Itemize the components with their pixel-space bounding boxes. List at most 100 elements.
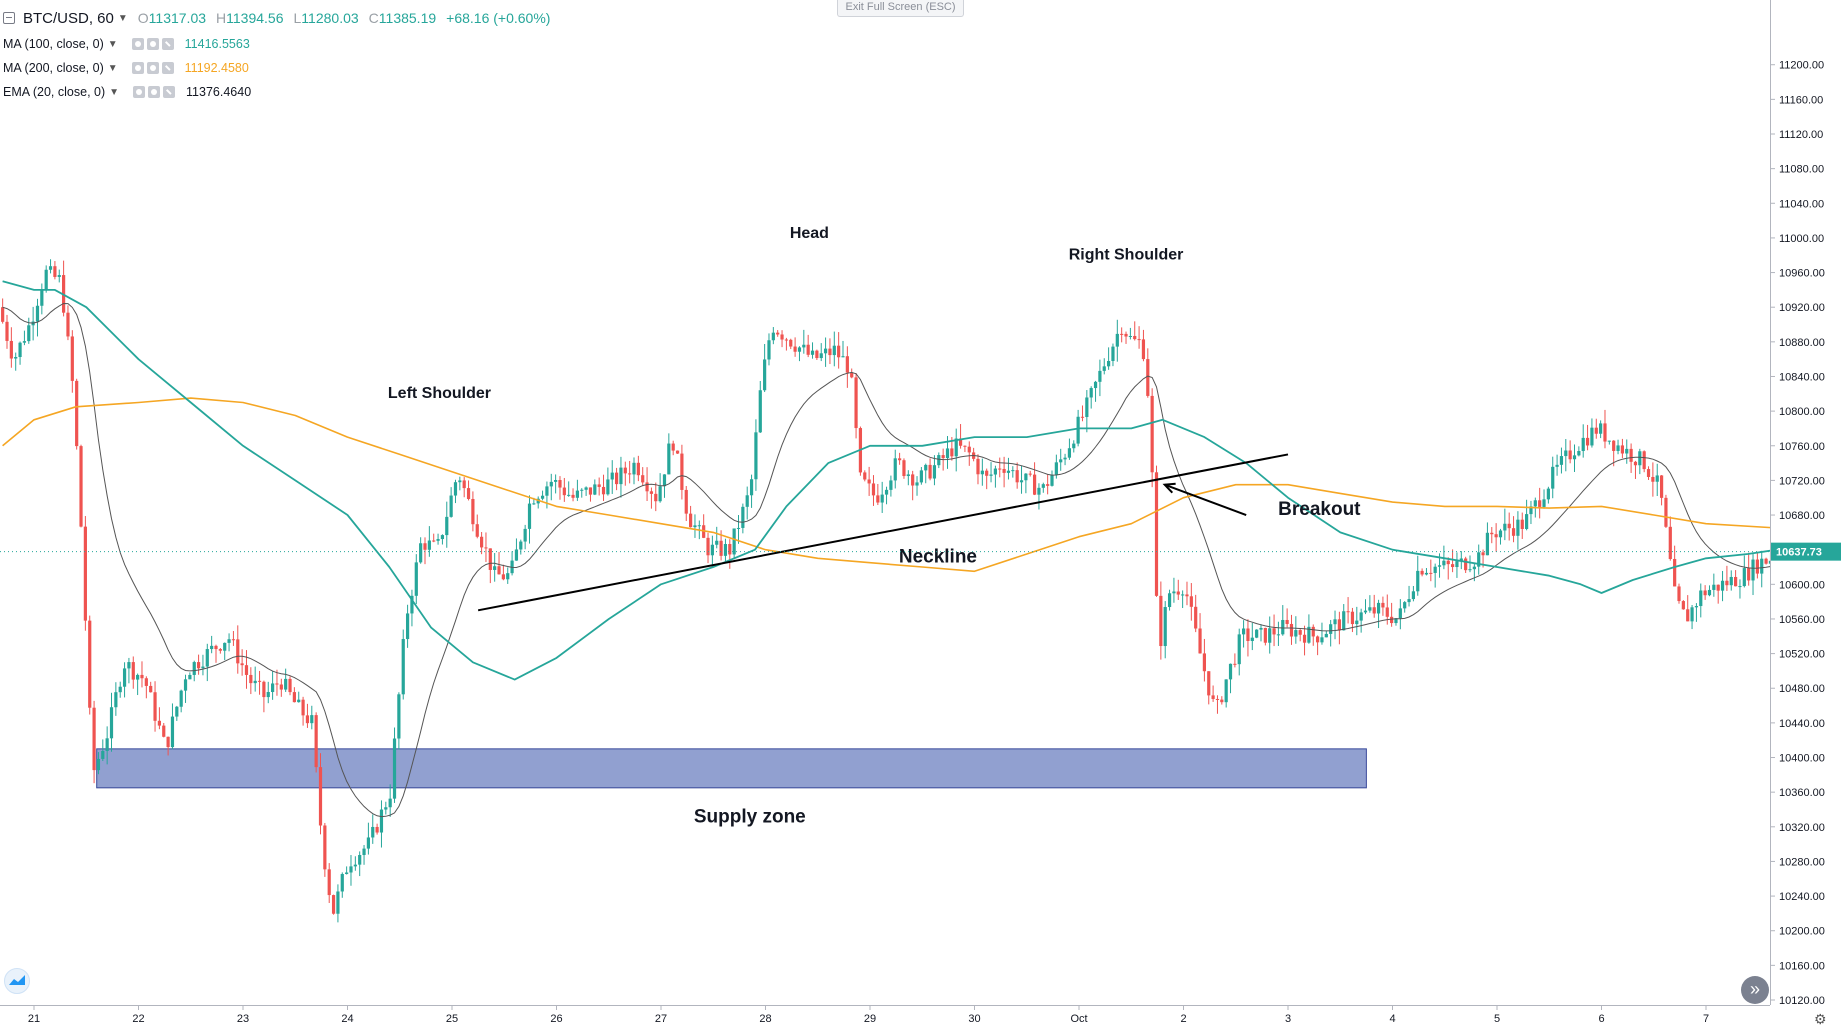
candle-body xyxy=(419,543,423,563)
eye-icon[interactable] xyxy=(131,62,144,74)
candle-body xyxy=(1481,552,1485,556)
candle-body xyxy=(1681,601,1685,610)
eye-icon[interactable] xyxy=(131,38,144,50)
candle-body xyxy=(819,353,823,359)
annotation-label: Neckline xyxy=(899,547,977,568)
candle-body xyxy=(75,380,79,447)
candle-body xyxy=(1511,528,1516,536)
open-value: 11317.03 xyxy=(148,10,207,26)
candle-body xyxy=(1464,558,1468,571)
exit-fullscreen-button[interactable]: Exit Full Screen (ESC) xyxy=(837,0,964,17)
candle-body xyxy=(519,541,523,550)
chevron-down-icon[interactable]: ▼ xyxy=(117,12,128,24)
candle-body xyxy=(1590,427,1594,446)
candle-body xyxy=(815,350,819,359)
candle-body xyxy=(1485,532,1490,556)
price-tick-label: 10240.00 xyxy=(1779,891,1825,903)
symbol-icon[interactable] xyxy=(3,12,15,24)
candle-body xyxy=(1281,619,1285,635)
indicator-row-ma100[interactable]: MA (100, close, 0) ▼ 11416.5563 xyxy=(0,32,560,56)
candle-body xyxy=(1416,570,1420,592)
candle-body xyxy=(754,432,758,480)
candle-body xyxy=(1250,637,1254,641)
candle-body xyxy=(1124,333,1128,337)
candle-body xyxy=(937,455,941,466)
candle-body xyxy=(1233,663,1237,665)
candle-body xyxy=(18,342,22,358)
candle-body xyxy=(475,524,479,537)
time-tick-label: 23 xyxy=(237,1013,249,1025)
candle-body xyxy=(545,486,549,496)
time-tick-label: 30 xyxy=(968,1013,980,1025)
candle-body xyxy=(1498,530,1503,538)
candle-body xyxy=(1316,636,1320,643)
indicator-name[interactable]: EMA (20, close, 0) xyxy=(3,85,106,99)
go-to-latest-icon[interactable] xyxy=(1741,976,1769,1004)
candle-body xyxy=(1659,475,1664,498)
chevron-down-icon[interactable]: ▼ xyxy=(107,38,118,50)
settings-icon[interactable] xyxy=(146,38,159,50)
candle-body xyxy=(1420,570,1424,575)
candle-body xyxy=(131,662,135,680)
symbol-label[interactable]: BTC/USD, 60 xyxy=(23,9,114,27)
candle-body xyxy=(1642,451,1646,470)
indicator-name[interactable]: MA (100, close, 0) xyxy=(3,37,104,51)
candle-body xyxy=(1289,623,1294,637)
candle-body xyxy=(257,680,262,682)
moving-average-layer xyxy=(2,280,1778,818)
candle-body xyxy=(1686,609,1690,622)
candle-body xyxy=(1006,470,1011,473)
candle-body xyxy=(153,692,157,721)
candle-body xyxy=(1564,450,1568,457)
chevron-down-icon[interactable]: ▼ xyxy=(109,86,120,98)
candle-body xyxy=(1046,484,1050,486)
eye-icon[interactable] xyxy=(133,86,146,98)
candle-body xyxy=(375,826,379,833)
indicator-value: 11192.4580 xyxy=(184,61,249,75)
open-label: O xyxy=(137,10,149,26)
time-tick-label: 6 xyxy=(1598,1013,1604,1025)
candle-body xyxy=(675,450,680,454)
candle-body xyxy=(506,573,510,580)
candle-body xyxy=(323,825,327,870)
candle-body xyxy=(358,855,362,865)
close-icon[interactable] xyxy=(161,62,174,74)
candle-body xyxy=(1599,423,1603,434)
candle-body xyxy=(993,468,997,475)
candle-body xyxy=(170,716,175,748)
candle-body xyxy=(1350,611,1355,625)
gear-icon[interactable]: ⚙ xyxy=(1814,1011,1827,1027)
candle-body xyxy=(667,443,671,475)
candle-body xyxy=(1638,451,1642,466)
close-icon[interactable] xyxy=(161,38,174,50)
candle-body xyxy=(27,325,31,342)
candle-body xyxy=(471,498,475,525)
candle-body xyxy=(314,715,318,768)
candle-body xyxy=(70,336,74,381)
candle-body xyxy=(580,489,584,491)
candle-body xyxy=(1398,608,1402,619)
candle-body xyxy=(828,348,832,356)
close-icon[interactable] xyxy=(163,86,176,98)
indicator-row-ma200[interactable]: MA (200, close, 0) ▼ 11192.4580 xyxy=(0,56,560,80)
candle-body xyxy=(340,874,344,892)
candle-body xyxy=(575,490,579,498)
settings-icon[interactable] xyxy=(148,86,161,98)
candle-body xyxy=(301,699,305,716)
indicator-buttons xyxy=(131,62,177,74)
candle-body xyxy=(523,528,527,542)
candle-body xyxy=(266,692,270,698)
price-tick-label: 10920.00 xyxy=(1779,302,1825,314)
indicator-name[interactable]: MA (200, close, 0) xyxy=(3,61,104,75)
chevron-down-icon[interactable]: ▼ xyxy=(107,62,118,74)
candle-body xyxy=(1268,628,1272,643)
settings-icon[interactable] xyxy=(146,62,159,74)
candle-body xyxy=(514,549,519,561)
candle-body xyxy=(292,692,296,703)
indicator-row-ema20[interactable]: EMA (20, close, 0) ▼ 11376.4640 xyxy=(0,80,560,104)
candle-body xyxy=(867,479,871,484)
indicator-buttons xyxy=(133,86,178,98)
tradingview-logo-icon[interactable] xyxy=(4,968,30,994)
